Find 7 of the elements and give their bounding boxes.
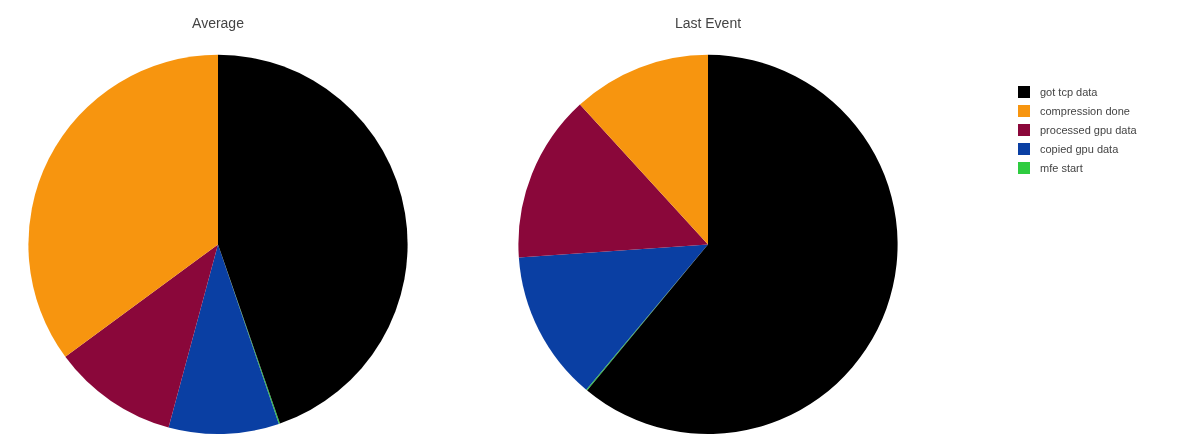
- legend-label: mfe start: [1040, 161, 1083, 174]
- chart-title: Average: [192, 15, 245, 32]
- legend-label: processed gpu data: [1040, 123, 1137, 136]
- chart-title: Last Event: [674, 15, 742, 32]
- legend-label: copied gpu data: [1040, 142, 1119, 155]
- legend-label: got tcp data: [1040, 85, 1098, 98]
- legend-label: compression done: [1040, 104, 1130, 117]
